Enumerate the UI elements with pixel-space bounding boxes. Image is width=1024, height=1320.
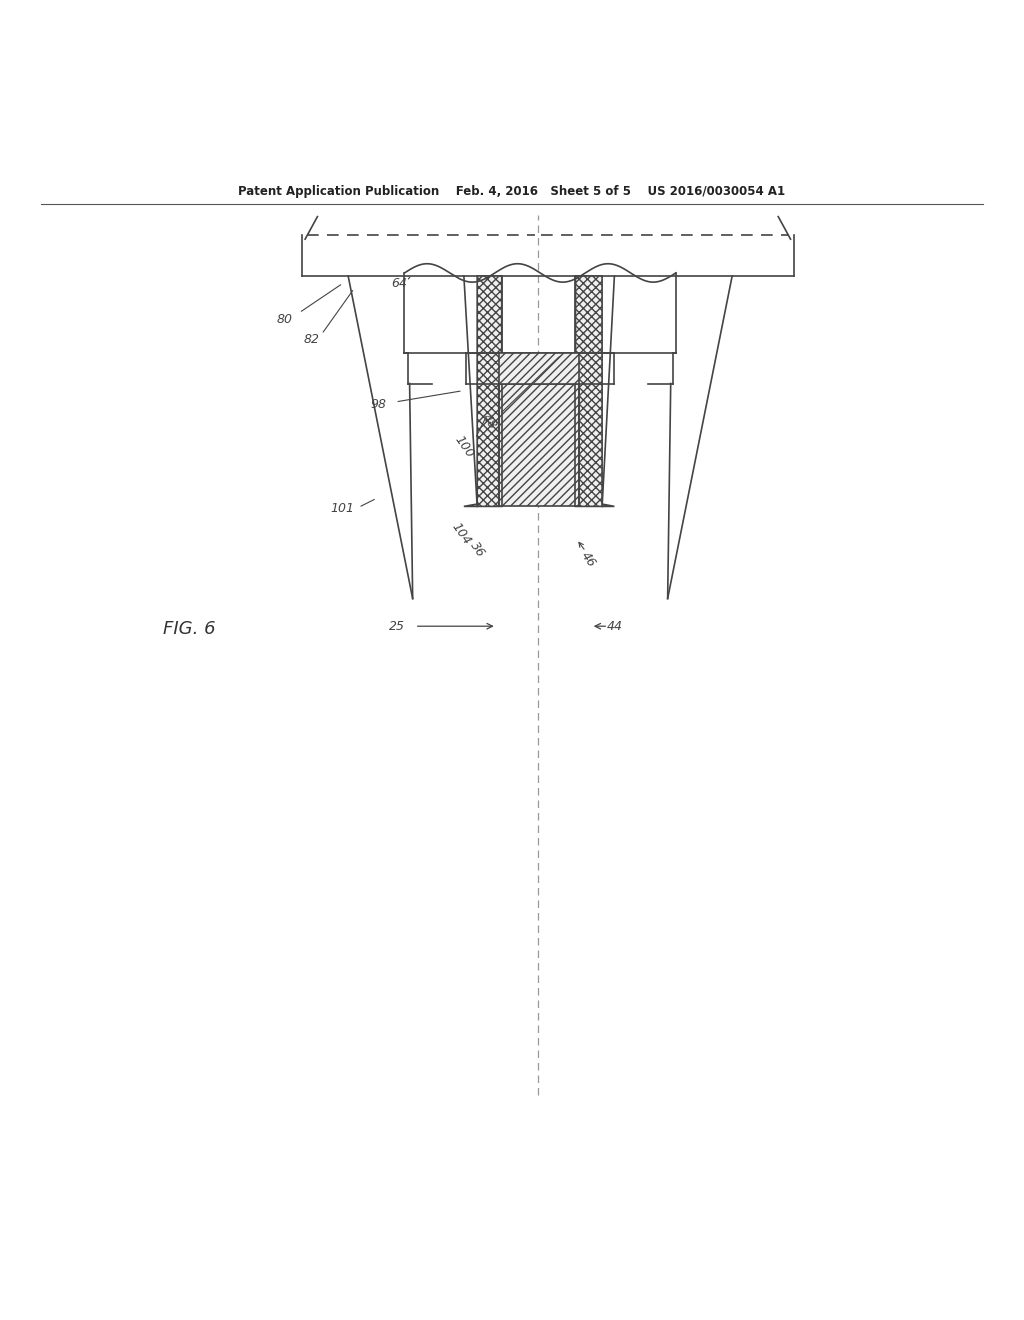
Text: 64: 64 <box>391 277 408 289</box>
Text: Patent Application Publication    Feb. 4, 2016   Sheet 5 of 5    US 2016/0030054: Patent Application Publication Feb. 4, 2… <box>239 185 785 198</box>
Text: 104: 104 <box>449 520 473 548</box>
Text: FIG. 6: FIG. 6 <box>163 620 216 639</box>
Text: 44: 44 <box>606 619 623 632</box>
Text: 98: 98 <box>371 397 387 411</box>
Polygon shape <box>464 276 502 507</box>
Text: 48: 48 <box>479 411 500 432</box>
Text: 82: 82 <box>303 333 319 346</box>
Polygon shape <box>499 352 579 384</box>
Text: 100: 100 <box>452 433 476 461</box>
Text: 46: 46 <box>578 549 598 570</box>
Text: 80: 80 <box>276 313 293 326</box>
Text: 25: 25 <box>389 619 406 632</box>
Polygon shape <box>499 384 579 507</box>
Text: 36: 36 <box>467 539 487 560</box>
Polygon shape <box>575 276 614 507</box>
Text: 101: 101 <box>330 502 354 515</box>
